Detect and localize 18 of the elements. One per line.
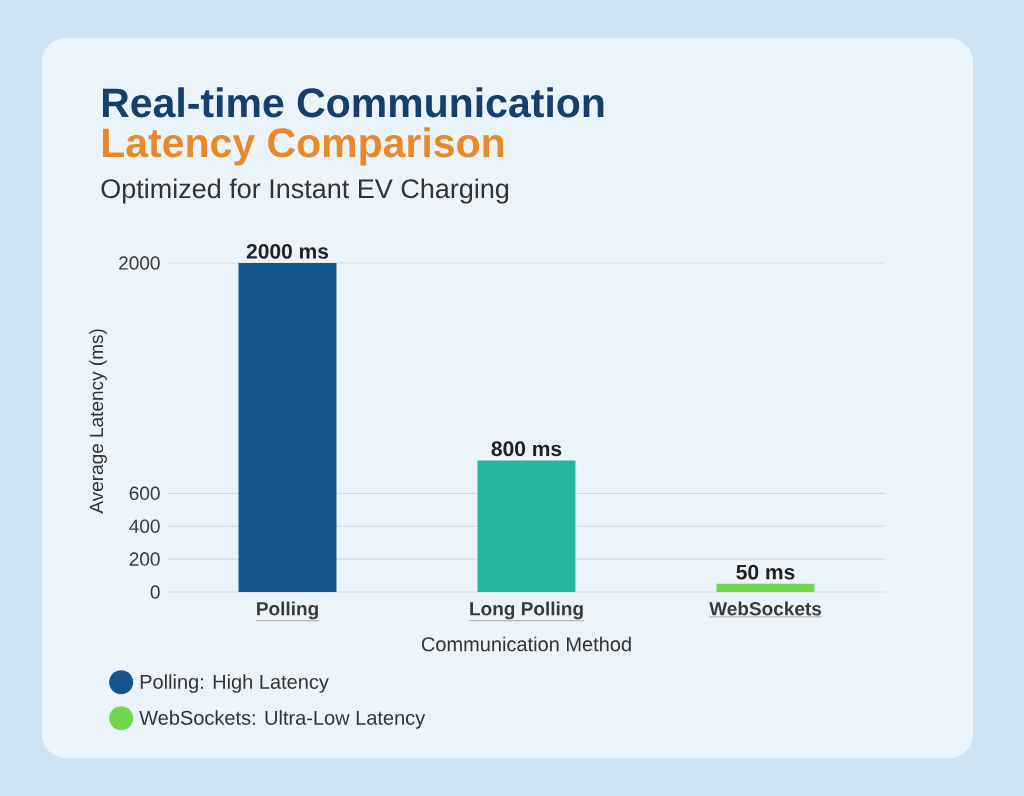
chart-title: Real-time Communication	[102, 87, 604, 118]
y-tick-label: 600	[129, 486, 160, 501]
data-label: 50 ms	[736, 564, 795, 580]
y-tick-label: 2000	[119, 256, 160, 270]
y-axis-title: Average Latency (ms)	[89, 329, 107, 514]
y-tick-label: 400	[129, 519, 160, 533]
data-label: 800 ms	[491, 441, 562, 457]
x-tick-label: Polling	[257, 601, 318, 620]
legend-label: WebSockets: Ultra-Low Latency	[139, 710, 426, 729]
chart-subtitle: Latency Comparison	[102, 127, 504, 166]
x-tick-label: WebSockets	[709, 601, 822, 616]
x-tick-label: Long Polling	[470, 601, 583, 620]
text: Optimized for Instant EV Charging	[101, 178, 509, 204]
y-tick-label: 200	[129, 552, 160, 566]
data-label: 2000 ms	[246, 243, 329, 259]
legend-label: Polling: High Latency	[140, 674, 329, 693]
y-tick-label: 0	[150, 585, 160, 599]
x-axis-title: Communication Method	[421, 636, 631, 652]
